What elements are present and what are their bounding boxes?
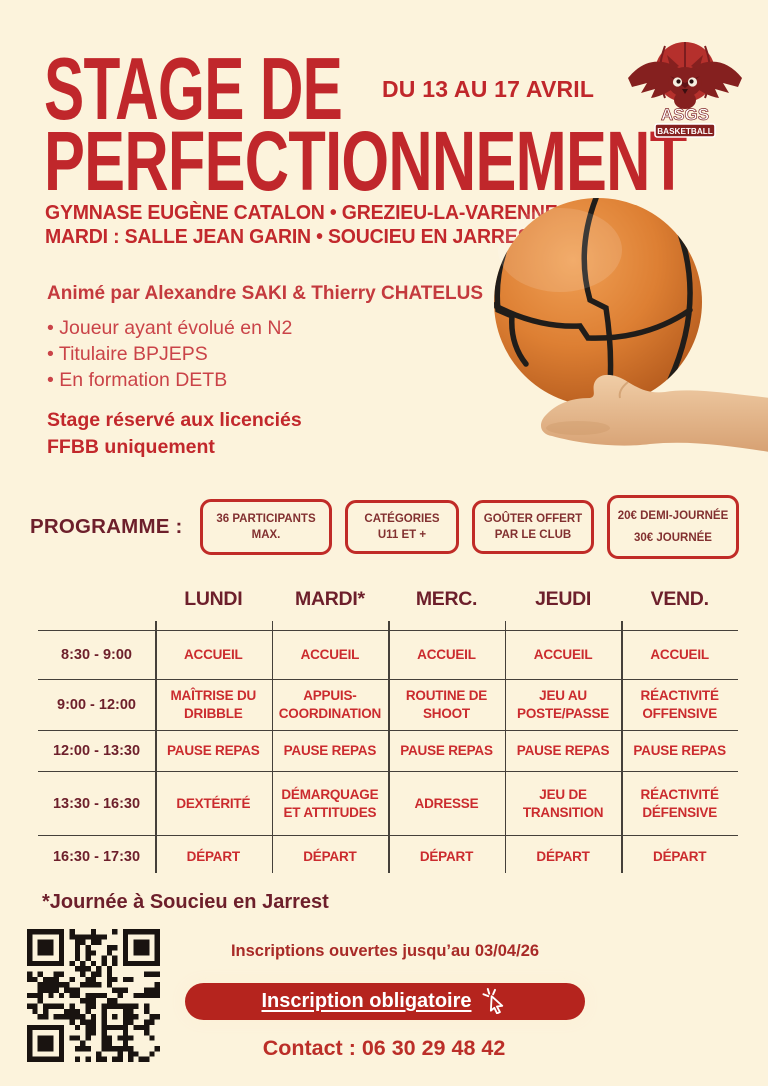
row-time: 13:30 - 16:30	[52, 795, 141, 812]
asgs-club-logo-icon: ASGS BASKETBALL	[624, 36, 746, 149]
cell-jeudi: JEU AU POSTE/PASSE	[517, 688, 610, 721]
locations-block: GYMNASE EUGÈNE CATALON • GREZIEU-LA-VARE…	[45, 201, 558, 248]
cell-mardi: APPUIS-COORDINATION	[278, 688, 382, 721]
coach-bullet-1: Joueur ayant évolué en N2	[47, 315, 483, 341]
cell-lundi: ACCUEIL	[183, 647, 243, 663]
event-dates: DU 13 AU 17 AVRIL	[382, 76, 595, 102]
row-time: 8:30 - 9:00	[61, 647, 132, 663]
cell-jeudi: PAUSE REPAS	[516, 743, 610, 759]
poster-title-line1: STAGE DE	[44, 39, 343, 138]
qr-code	[27, 929, 160, 1062]
badge-categories: CATÉGORIES U11 ET +	[345, 500, 459, 554]
day-header-lundi: LUNDI	[184, 588, 243, 610]
restriction-line-1: Stage réservé aux licenciés	[47, 409, 302, 431]
cell-lundi: DEXTÉRITÉ	[176, 795, 251, 811]
badge-gouter: GOÛTER OFFERT PAR LE CLUB	[472, 500, 594, 554]
info-badges: 36 PARTICIPANTS MAX. CATÉGORIES U11 ET +…	[200, 495, 739, 559]
cell-mardi: ACCUEIL	[300, 647, 360, 663]
logo-owl	[628, 55, 742, 109]
programme-label: PROGRAMME :	[30, 515, 183, 538]
cell-mardi: DÉPART	[303, 849, 357, 865]
row-time: 16:30 - 17:30	[52, 849, 141, 865]
hand-and-forearm	[540, 375, 768, 452]
cursor-click-icon	[481, 987, 509, 1017]
cell-mardi: PAUSE REPAS	[283, 743, 377, 759]
schedule-table: 8:30 - 9:00 ACCUEIL ACCUEIL ACCUEIL ACCU…	[38, 621, 738, 878]
day-header-jeudi: JEUDI	[535, 588, 592, 610]
location-line-1: GYMNASE EUGÈNE CATALON • GREZIEU-LA-VARE…	[45, 201, 558, 224]
contact-phone: Contact : 06 30 29 48 42	[262, 1036, 506, 1060]
inscription-button-label: Inscription obligatoire	[261, 990, 472, 1012]
restriction-block: Stage réservé aux licenciés FFBB uniquem…	[47, 407, 302, 460]
cell-mercredi: ROUTINE DE SHOOT	[405, 688, 488, 721]
schedule-footnote: *Journée à Soucieu en Jarrest	[42, 891, 329, 913]
table-row: 12:00 - 13:30 PAUSE REPAS PAUSE REPAS PA…	[38, 730, 738, 771]
row-time: 9:00 - 12:00	[57, 697, 136, 713]
inscription-button[interactable]: Inscription obligatoire	[185, 983, 585, 1020]
badge-gouter-line1: GOÛTER OFFERT	[483, 512, 583, 525]
cell-jeudi: JEU DE TRANSITION	[522, 786, 604, 820]
cell-vendredi: DÉPART	[653, 849, 707, 865]
cell-jeudi: ACCUEIL	[533, 647, 593, 663]
cell-mercredi: ACCUEIL	[417, 647, 476, 663]
day-header-mardi: MARDI*	[295, 588, 365, 610]
day-header-vendredi: VEND.	[650, 588, 709, 610]
programme-row: PROGRAMME : 36 PARTICIPANTS MAX. CATÉGOR…	[30, 495, 740, 559]
cell-vendredi: ACCUEIL	[650, 647, 709, 663]
table-row: 8:30 - 9:00 ACCUEIL ACCUEIL ACCUEIL ACCU…	[38, 630, 738, 679]
coach-bullet-3: En formation DETB	[47, 367, 483, 393]
cell-mercredi: PAUSE REPAS	[400, 743, 493, 759]
badge-tarifs: 20€ DEMI-JOURNÉE 30€ JOURNÉE	[607, 495, 739, 559]
day-header-empty	[38, 588, 155, 611]
badge-participants: 36 PARTICIPANTS MAX.	[200, 499, 332, 555]
table-vertical-line	[504, 621, 507, 873]
table-row: 16:30 - 17:30 DÉPART DÉPART DÉPART DÉPAR…	[38, 835, 738, 878]
cell-mercredi: ADRESSE	[414, 795, 479, 811]
cell-lundi: MAÎTRISE DU DRIBBLE	[170, 688, 257, 721]
coaches-block: Animé par Alexandre SAKI & Thierry CHATE…	[47, 283, 483, 393]
badge-tarifs-line1: 20€ DEMI-JOURNÉE	[617, 509, 729, 522]
badge-categories-line2: U11 ET +	[377, 529, 427, 541]
cell-jeudi: DÉPART	[536, 849, 590, 865]
cell-lundi: PAUSE REPAS	[167, 743, 260, 759]
basketball-photo	[478, 192, 768, 484]
table-vertical-line	[621, 621, 623, 873]
badge-tarifs-line2: 30€ JOURNÉE	[634, 532, 712, 544]
coach-bullet-2: Titulaire BPJEPS	[47, 341, 483, 367]
table-row: 13:30 - 16:30 DEXTÉRITÉ DÉMARQUAGE ET AT…	[38, 771, 738, 835]
badge-participants-line2: MAX.	[251, 529, 281, 541]
cell-mercredi: DÉPART	[419, 849, 474, 865]
cell-mardi: DÉMARQUAGE ET ATTITUDES	[281, 786, 379, 820]
table-vertical-line	[155, 621, 157, 873]
day-header-mercredi: MERC.	[415, 588, 478, 610]
cell-vendredi: RÉACTIVITÉ OFFENSIVE	[640, 688, 719, 721]
badge-gouter-line2: PAR LE CLUB	[494, 529, 572, 541]
cell-lundi: DÉPART	[186, 849, 241, 865]
restriction-line-2: FFBB uniquement	[47, 435, 215, 458]
logo-club-subtitle: BASKETBALL	[657, 127, 713, 136]
logo-club-name: ASGS	[661, 105, 709, 124]
poster-title-line2: PERFECTIONNEMENT	[44, 114, 687, 208]
row-time: 12:00 - 13:30	[52, 743, 141, 759]
table-row: 9:00 - 12:00 MAÎTRISE DU DRIBBLE APPUIS-…	[38, 679, 738, 730]
badge-participants-line1: 36 PARTICIPANTS	[216, 512, 316, 525]
cell-vendredi: PAUSE REPAS	[633, 743, 726, 759]
table-vertical-line	[388, 621, 390, 873]
registration-deadline: Inscriptions ouvertes jusqu’au 03/04/26	[230, 942, 540, 960]
coaches-heading: Animé par Alexandre SAKI & Thierry CHATE…	[47, 283, 484, 304]
cell-vendredi: RÉACTIVITÉ DÉFENSIVE	[640, 786, 719, 820]
schedule-day-header: LUNDI MARDI* MERC. JEUDI VEND.	[38, 588, 738, 611]
table-vertical-line	[271, 621, 274, 873]
badge-categories-line1: CATÉGORIES	[364, 512, 440, 525]
location-line-2: MARDI : SALLE JEAN GARIN • SOUCIEU EN JA…	[45, 224, 543, 248]
